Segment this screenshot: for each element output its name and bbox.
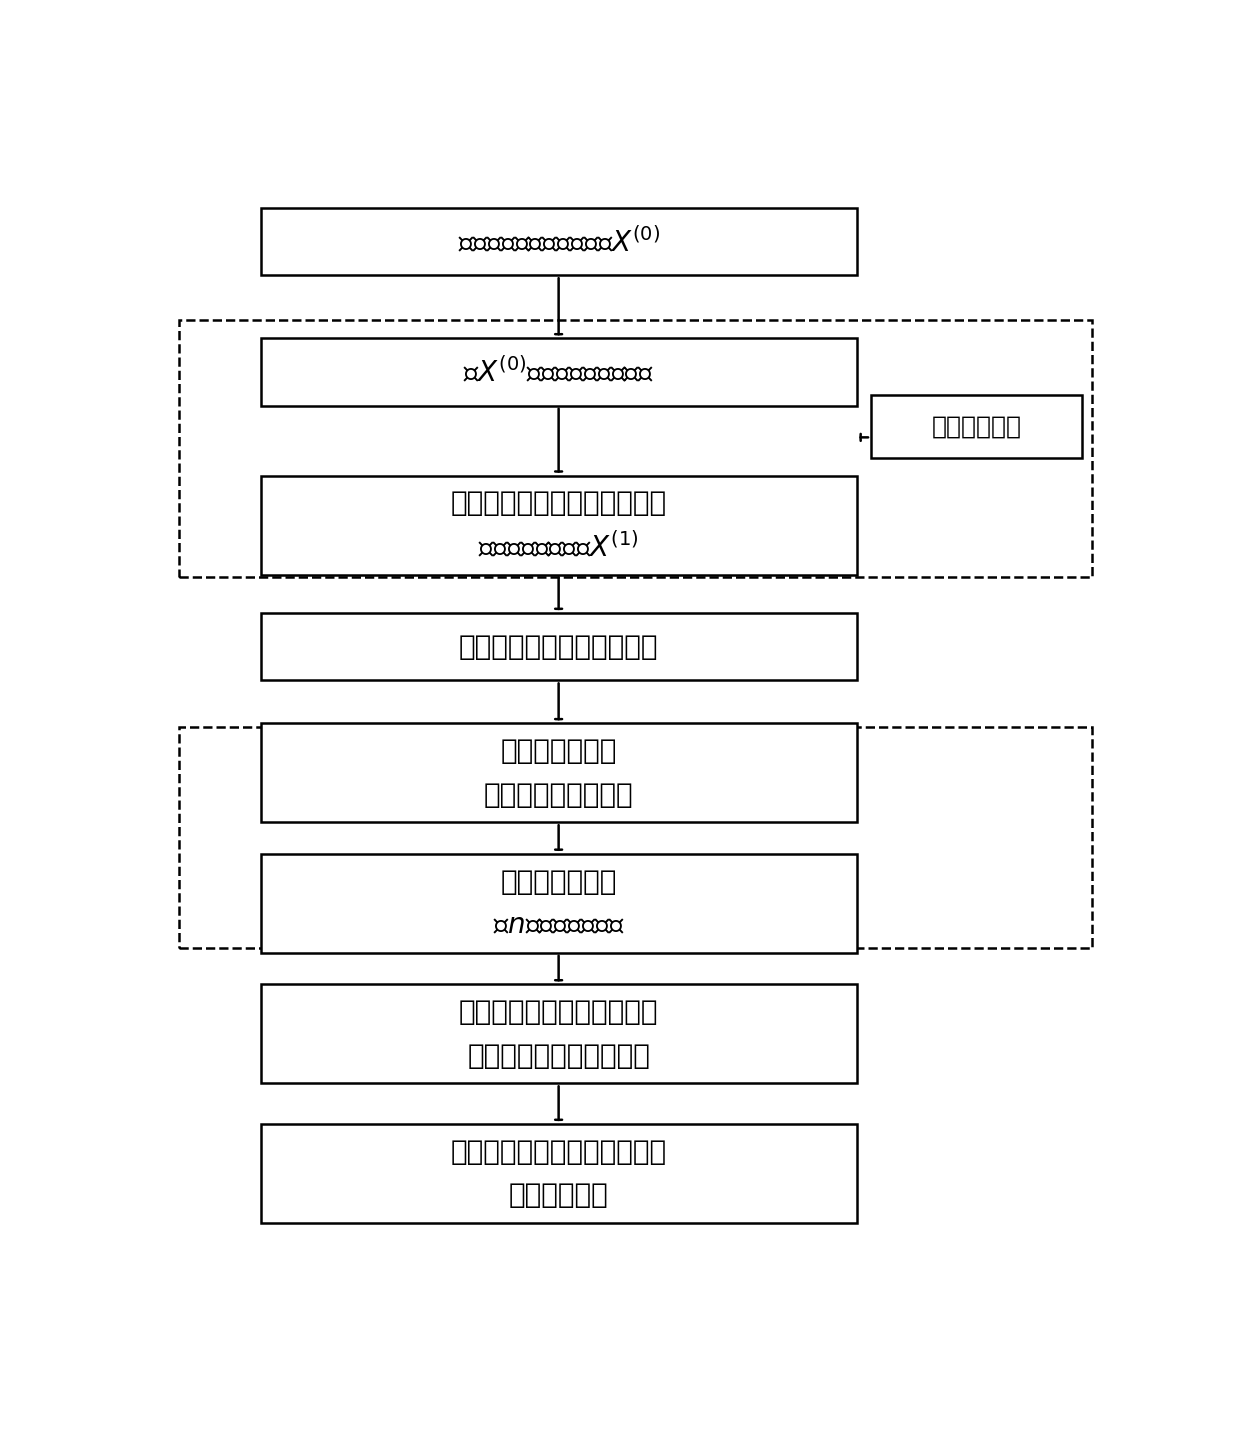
Bar xyxy=(260,207,857,276)
Text: 累加累减处理: 累加累减处理 xyxy=(931,415,1022,438)
Text: 初始预测时间序列$X^{(1)}$: 初始预测时间序列$X^{(1)}$ xyxy=(479,532,639,563)
Bar xyxy=(260,985,857,1083)
Bar xyxy=(179,728,1092,948)
Text: 设置后期预测相空间重构并: 设置后期预测相空间重构并 xyxy=(459,998,658,1027)
Text: 运用单因素灰色预测模型得到: 运用单因素灰色预测模型得到 xyxy=(450,489,667,518)
Text: 得到预测结果: 得到预测结果 xyxy=(508,1182,609,1209)
Text: 设置小波神经网络预测步长: 设置小波神经网络预测步长 xyxy=(459,632,658,661)
Bar xyxy=(260,613,857,680)
Bar xyxy=(260,476,857,574)
Text: 合并前期预测值与后期预测值: 合并前期预测值与后期预测值 xyxy=(450,1138,667,1166)
Text: 网络权值及训练网络: 网络权值及训练网络 xyxy=(484,780,634,809)
Bar xyxy=(260,1124,857,1222)
Bar xyxy=(260,338,857,406)
Bar xyxy=(870,394,1083,458)
Text: 对$X^{(0)}$进行随机性减弱处理: 对$X^{(0)}$进行随机性减弱处理 xyxy=(463,357,655,387)
Bar xyxy=(260,724,857,822)
Text: 设置前期预测的: 设置前期预测的 xyxy=(501,737,616,766)
Text: 前期预测并得到: 前期预测并得到 xyxy=(501,867,616,896)
Bar xyxy=(179,320,1092,577)
Text: 确定最大李雅普诺夫指数: 确定最大李雅普诺夫指数 xyxy=(467,1041,650,1070)
Text: 前$n$步预测时间序列: 前$n$步预测时间序列 xyxy=(492,911,625,940)
Text: 确定初始交通流时间序列$X^{(0)}$: 确定初始交通流时间序列$X^{(0)}$ xyxy=(458,226,660,257)
Bar xyxy=(260,854,857,953)
